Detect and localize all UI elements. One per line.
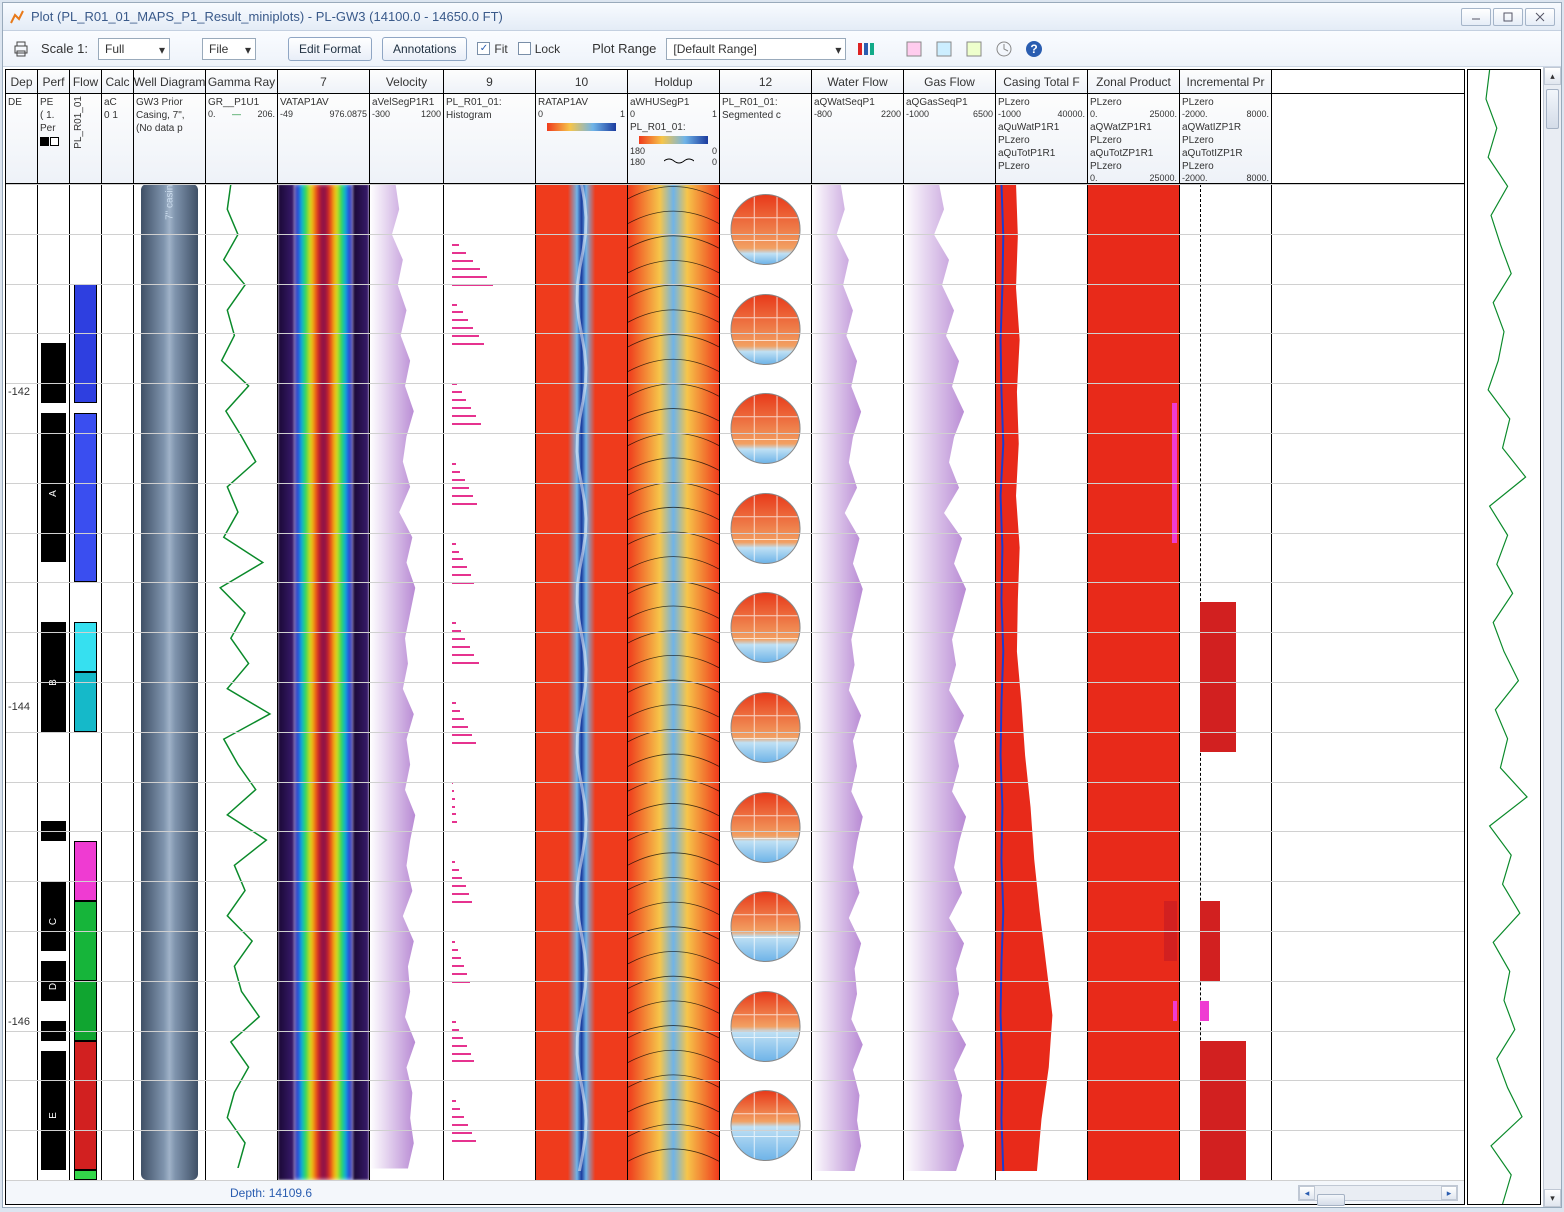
minimize-button[interactable] (1461, 8, 1491, 26)
tool-icon-1[interactable] (904, 39, 924, 59)
tool-icon-4[interactable] (994, 39, 1014, 59)
svg-text:?: ? (1031, 42, 1038, 56)
track-header[interactable]: 9 (444, 70, 536, 93)
maximize-button[interactable] (1493, 8, 1523, 26)
track-subheader: aQWatSeqP1-8002200 (812, 94, 904, 183)
vscrollbar[interactable]: ▴ ▾ (1543, 67, 1561, 1207)
depth-readout: Depth: 14109.6 (230, 1186, 312, 1200)
annotations-button[interactable]: Annotations (382, 37, 467, 61)
track-subheader: PL_R01_01 (70, 94, 102, 183)
track-subheader: GW3 PriorCasing, 7",(No data p (134, 94, 206, 183)
track-header[interactable]: 10 (536, 70, 628, 93)
chevron-down-icon: ▾ (835, 43, 841, 57)
scale-label: Scale 1: (41, 41, 88, 56)
track-header[interactable]: Casing Total F (996, 70, 1088, 93)
track-subheader: aQGasSeqP1-10006500 (904, 94, 996, 183)
file-menu[interactable]: File ▾ (202, 38, 256, 60)
plotrange-label: Plot Range (592, 41, 656, 56)
content-area: DepPerfFlowCalcWell DiagramGamma Ray7Vel… (3, 67, 1561, 1207)
track-subheader: PE( 1.Per (38, 94, 70, 183)
track-subheader: PLzero-2000.8000.aQWatIZP1RPLzeroaQuTotI… (1180, 94, 1272, 183)
close-button[interactable] (1525, 8, 1555, 26)
scroll-left-icon[interactable]: ◂ (1299, 1186, 1315, 1200)
track-header[interactable]: Calc (102, 70, 134, 93)
side-overview-track[interactable] (1467, 69, 1541, 1205)
track-subheader: PL_R01_01:Histogram (444, 94, 536, 183)
app-icon (9, 9, 25, 25)
edit-format-button[interactable]: Edit Format (288, 37, 372, 61)
hscrollbar[interactable]: ◂ ▸ (1298, 1185, 1458, 1201)
print-icon[interactable] (11, 39, 31, 59)
chevron-down-icon: ▾ (159, 43, 165, 57)
titlebar: Plot (PL_R01_01_MAPS_P1_Result_miniplots… (3, 3, 1561, 31)
chevron-down-icon: ▾ (245, 43, 251, 57)
scroll-up-icon[interactable]: ▴ (1544, 67, 1561, 85)
track-subheader: aWHUSegP101PL_R01_01:18001800 (628, 94, 720, 183)
palette-icon[interactable] (856, 39, 876, 59)
plotrange-select[interactable]: [Default Range] ▾ (666, 38, 846, 60)
tool-icon-3[interactable] (964, 39, 984, 59)
track-subheader: aC0 1 (102, 94, 134, 183)
scroll-right-icon[interactable]: ▸ (1441, 1186, 1457, 1200)
track-subheader: GR__P1U10.—206. (206, 94, 278, 183)
plot-window: Plot (PL_R01_01_MAPS_P1_Result_miniplots… (2, 2, 1562, 1208)
track-header[interactable]: Flow (70, 70, 102, 93)
scale-select[interactable]: Full ▾ (98, 38, 170, 60)
tracks-container: DepPerfFlowCalcWell DiagramGamma Ray7Vel… (5, 69, 1465, 1205)
track-header[interactable]: Velocity (370, 70, 444, 93)
scroll-down-icon[interactable]: ▾ (1544, 1189, 1561, 1207)
window-title: Plot (PL_R01_01_MAPS_P1_Result_miniplots… (31, 9, 1461, 24)
track-header[interactable]: 12 (720, 70, 812, 93)
track-body[interactable]: -142-144-146ABCDE7" casing (6, 184, 1464, 1180)
track-subheader: RATAP1AV01 (536, 94, 628, 183)
track-header[interactable]: Water Flow (812, 70, 904, 93)
track-header[interactable]: Incremental Pr (1180, 70, 1272, 93)
help-icon[interactable]: ? (1024, 39, 1044, 59)
track-header[interactable]: 7 (278, 70, 370, 93)
track-header[interactable]: Zonal Product (1088, 70, 1180, 93)
toolbar: Scale 1: Full ▾ File ▾ Edit Format Annot… (3, 31, 1561, 67)
status-footer: Depth: 14109.6 ◂ ▸ (6, 1180, 1464, 1204)
track-subheaders: DEPE( 1.PerPL_R01_01aC0 1GW3 PriorCasing… (6, 94, 1464, 184)
track-subheader: PLzero-100040000.aQuWatP1R1PLzeroaQuTotP… (996, 94, 1088, 183)
track-subheader: PLzero0.25000.aQWatZP1R1PLzeroaQuTotZP1R… (1088, 94, 1180, 183)
track-subheader: PL_R01_01:Segmented c (720, 94, 812, 183)
track-header[interactable]: Gamma Ray (206, 70, 278, 93)
tool-icon-2[interactable] (934, 39, 954, 59)
track-header[interactable]: Dep (6, 70, 38, 93)
track-subheader: VATAP1AV-49976.0875 (278, 94, 370, 183)
track-header[interactable]: Gas Flow (904, 70, 996, 93)
track-headers: DepPerfFlowCalcWell DiagramGamma Ray7Vel… (6, 70, 1464, 94)
scroll-thumb[interactable] (1546, 89, 1559, 129)
track-subheader: aVelSegP1R1-3001200 (370, 94, 444, 183)
track-header[interactable]: Perf (38, 70, 70, 93)
lock-checkbox[interactable]: Lock (518, 42, 560, 56)
track-header[interactable]: Holdup (628, 70, 720, 93)
track-header[interactable]: Well Diagram (134, 70, 206, 93)
track-subheader: DE (6, 94, 38, 183)
fit-checkbox[interactable]: ✓Fit (477, 42, 507, 56)
